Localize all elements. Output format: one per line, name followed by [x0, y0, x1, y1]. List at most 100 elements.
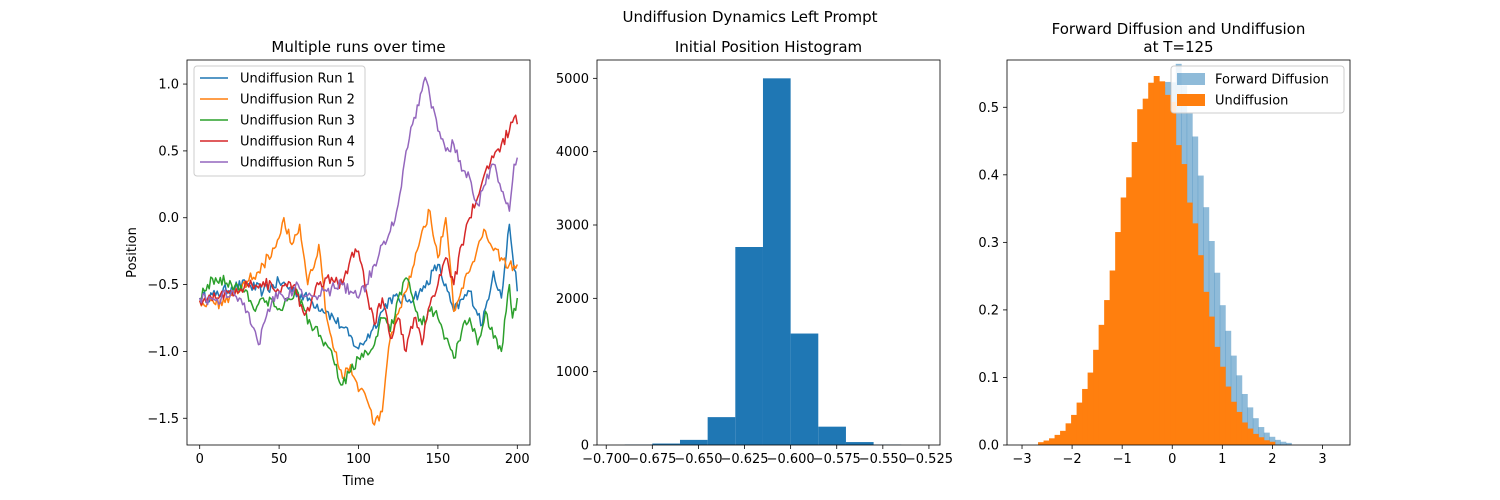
- undiffusion-bar: [1060, 430, 1066, 445]
- y-tick-label: 0: [581, 439, 589, 454]
- undiffusion-bar: [1137, 109, 1144, 445]
- axes-frame: [1006, 59, 1351, 446]
- undiffusion-bar: [1203, 291, 1210, 445]
- legend-box: [1170, 65, 1345, 114]
- undiffusion-bar: [1153, 75, 1160, 446]
- undiffusion-bar: [1054, 434, 1061, 445]
- y-axis-label: Position: [125, 227, 140, 278]
- undiffusion-bar: [1230, 401, 1237, 445]
- y-tick-label: 3000: [556, 219, 589, 234]
- x-tick-label: −0.525: [905, 452, 953, 467]
- x-tick-label: −0.625: [720, 452, 768, 467]
- forward-diffusion-bar: [1236, 375, 1243, 445]
- y-tick-label: 0.0: [978, 439, 999, 454]
- y-tick-label: 4000: [556, 145, 589, 160]
- legend-box: [193, 65, 366, 177]
- y-tick-label: −1.5: [147, 412, 179, 427]
- x-tick-label: −0.700: [582, 452, 630, 467]
- undiffusion-bar: [1170, 101, 1177, 445]
- undiffusion-bar: [1098, 324, 1105, 445]
- y-tick-label: 2000: [556, 292, 589, 307]
- undiffusion-bar: [1131, 142, 1138, 446]
- undiffusion-bar: [1093, 349, 1100, 445]
- y-tick-label: 5000: [556, 72, 589, 87]
- histogram-bar: [652, 443, 680, 445]
- x-tick-label: −0.575: [813, 452, 861, 467]
- undiffusion-bar: [1049, 438, 1055, 445]
- undiffusion-bar: [1252, 433, 1259, 445]
- undiffusion-bar: [1126, 177, 1133, 445]
- x-tick-label: −0.600: [767, 452, 815, 467]
- undiffusion-bar: [1115, 232, 1122, 445]
- y-tick-label: −0.5: [147, 278, 179, 293]
- undiffusion-bar: [1263, 440, 1270, 445]
- histogram-bar: [818, 426, 846, 445]
- x-tick-label: −0.550: [859, 452, 907, 467]
- histogram-bar: [845, 442, 874, 445]
- x-tick-label: −2: [1063, 452, 1082, 467]
- x-tick-label: −3: [1012, 452, 1031, 467]
- undiffusion-bar: [1181, 164, 1188, 446]
- undiffusion-bar: [1142, 98, 1149, 446]
- undiffusion-bar: [1192, 223, 1199, 445]
- y-tick-label: 0.5: [978, 101, 999, 116]
- undiffusion-bar: [1269, 441, 1276, 445]
- histogram-diffusion-comparison: −3 −2 −1 0 1 2 3 0.0 0.1 0.2 0.3 0.4 0.5 Forward Diff…: [978, 20, 1351, 467]
- y-tick-label: 0.5: [158, 144, 179, 159]
- y-tick-label: 1000: [556, 365, 589, 380]
- undiffusion-bar: [1164, 94, 1171, 445]
- x-tick-label: 50: [271, 452, 288, 467]
- y-tick-label: 0.1: [978, 371, 999, 386]
- histogram-bar: [679, 439, 708, 445]
- legend-label: Undiffusion Run 2: [240, 93, 355, 108]
- undiffusion-bar: [1065, 423, 1072, 445]
- legend: Forward Diffusion Undiffusion: [1170, 65, 1345, 114]
- forward-diffusion-bar: [1274, 439, 1281, 445]
- undiffusion-bar: [1071, 414, 1078, 445]
- x-tick-label: 0: [1168, 452, 1176, 467]
- chart-title: Forward Diffusion and Undiffusion: [1052, 20, 1306, 38]
- undiffusion-bar: [1219, 366, 1226, 445]
- series-line-run-2: [198, 208, 518, 426]
- x-tick-label: 150: [425, 452, 450, 467]
- histogram-bar: [707, 417, 736, 445]
- forward-diffusion-bar: [1247, 407, 1254, 445]
- undiffusion-bar: [1120, 197, 1127, 445]
- undiffusion-bar: [1258, 437, 1265, 445]
- legend-label: Forward Diffusion: [1215, 73, 1329, 88]
- line-chart-runs: 0 50 100 150 200 −1.5 −1.0 −0.5 0.0 0.5 1.0 Multipl…: [125, 38, 531, 489]
- legend: Undiffusion Run 1 Undiffusion Run 2 Undiff…: [193, 65, 366, 177]
- legend-label: Undiffusion Run 5: [240, 156, 355, 171]
- forward-diffusion-bar: [1269, 436, 1276, 445]
- series-line-run-5: [198, 76, 519, 346]
- chart-title: Multiple runs over time: [271, 38, 445, 56]
- legend-swatch: [1177, 94, 1205, 106]
- y-tick-label: 0.0: [158, 211, 179, 226]
- undiffusion-bar: [1082, 388, 1089, 445]
- y-tick-label: 1.0: [158, 78, 179, 93]
- x-tick-label: 0: [196, 452, 204, 467]
- undiffusion-bar: [1225, 386, 1232, 445]
- legend-label: Undiffusion: [1215, 94, 1288, 109]
- forward-diffusion-bar: [1252, 418, 1259, 445]
- forward-diffusion-bar: [1230, 355, 1237, 445]
- histogram-initial-position: −0.700−0.675−0.650−0.625−0.600−0.575−0.5…: [556, 38, 953, 467]
- x-tick-label: −0.675: [628, 452, 676, 467]
- undiffusion-bar: [1197, 255, 1204, 445]
- histogram-bar: [762, 78, 791, 445]
- x-tick-label: −1: [1113, 452, 1132, 467]
- series-line-run-1: [198, 223, 519, 350]
- forward-diffusion-bar: [1263, 432, 1270, 445]
- y-tick-label: 0.3: [978, 236, 999, 251]
- x-tick-label: 100: [346, 452, 371, 467]
- undiffusion-bar: [1159, 81, 1166, 445]
- forward-diffusion-bar: [1258, 427, 1265, 445]
- x-tick-label: 1: [1218, 452, 1226, 467]
- y-tick-label: 0.4: [978, 168, 999, 183]
- x-axis-label: Time: [342, 474, 375, 489]
- undiffusion-bar: [1087, 372, 1094, 445]
- legend-label: Undiffusion Run 3: [240, 114, 355, 129]
- x-tick-label: 2: [1268, 452, 1276, 467]
- undiffusion-bar: [1076, 402, 1083, 445]
